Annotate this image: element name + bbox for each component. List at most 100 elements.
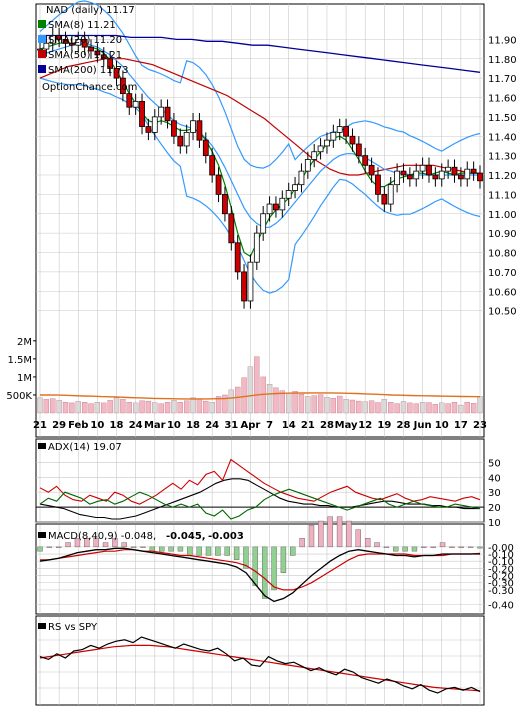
candle-body — [464, 168, 471, 180]
bollinger-upper — [39, 0, 481, 169]
volume-bar — [139, 400, 145, 414]
legend-swatch — [38, 50, 46, 58]
candle-body — [394, 170, 401, 186]
price-tick-label: 11.80 — [488, 55, 517, 66]
date-tick-label: 10 — [167, 420, 181, 431]
candle-body — [336, 126, 343, 133]
macd-tick-label: -0.10 — [488, 557, 514, 568]
legend-swatch — [38, 20, 46, 28]
macd-histogram-bar — [224, 546, 230, 556]
candle-body — [324, 139, 330, 147]
volume-bar — [381, 399, 387, 414]
macd-histogram-bar — [271, 546, 277, 591]
candle-body — [119, 77, 126, 95]
volume-bar — [292, 391, 298, 414]
sma50-line — [39, 58, 480, 176]
date-tick-label: 21 — [301, 420, 315, 431]
volume-bar — [190, 397, 196, 414]
volume-bar — [133, 402, 139, 414]
bollinger-lower — [39, 77, 481, 294]
candle-body — [151, 116, 158, 133]
macd-histogram-bar — [477, 546, 483, 549]
rs-legend-swatch — [38, 623, 46, 629]
candle-body — [387, 184, 394, 205]
candle-body — [94, 50, 101, 56]
candle-body — [171, 120, 177, 137]
volume-bar — [337, 395, 343, 414]
volume-bar — [75, 401, 81, 414]
candle-body — [368, 164, 375, 176]
adx-panel: 50 40 30 20 10 ADX(14) 19.07 — [36, 442, 501, 529]
volume-bar — [203, 400, 209, 414]
candle-body — [355, 143, 362, 157]
volume-tick-label: 1.5M — [7, 355, 32, 366]
macd-histogram-bar — [196, 546, 202, 556]
macd-histogram-bar — [215, 546, 221, 556]
macd-histogram-bar — [290, 546, 296, 556]
volume-bar — [145, 400, 152, 414]
volume-bar — [69, 402, 75, 414]
macd-histogram-bar — [233, 546, 240, 560]
candle-body — [273, 203, 279, 211]
volume-bar — [247, 366, 254, 414]
volume-bar — [445, 403, 451, 414]
main-frame — [35, 3, 485, 438]
price-tick-label: 11.60 — [488, 94, 517, 105]
adx-tick-label: 40 — [488, 473, 501, 484]
volume-panel: 2M 1.5M 1M 500K — [6, 337, 483, 414]
adx-legend-label: ADX(14) 19.07 — [48, 442, 122, 453]
candle-body — [343, 126, 349, 137]
macd-histogram-bar — [243, 546, 249, 569]
volume-average-line — [40, 392, 481, 400]
macd-histogram-bar — [121, 542, 127, 548]
macd-histogram-bar — [177, 546, 184, 552]
macd-histogram-bar — [327, 516, 333, 548]
sma8-line — [39, 42, 480, 258]
candle-body — [253, 232, 260, 263]
macd-histogram-bar — [336, 516, 343, 548]
volume-bar — [254, 356, 260, 414]
candle-body — [177, 135, 184, 147]
macd-tick-label: -0.20 — [488, 572, 514, 583]
macd-histogram-bar — [364, 538, 371, 548]
volume-bar — [470, 403, 477, 414]
date-tick-label: 28 — [320, 420, 334, 431]
candle-body — [406, 174, 413, 180]
volume-bar — [311, 395, 317, 414]
macd-histogram-bar — [168, 546, 174, 552]
candle-body — [349, 135, 356, 145]
rs-average-line — [39, 644, 481, 692]
macd-histogram-bar — [439, 542, 446, 548]
candle-body — [107, 58, 114, 69]
candle-body — [126, 93, 133, 108]
volume-bar — [324, 396, 330, 414]
volume-bar — [330, 398, 336, 414]
date-tick-label: May — [335, 420, 358, 431]
macd-histogram-bar — [93, 538, 99, 548]
volume-bar — [298, 394, 305, 414]
macd-histogram-bar — [102, 542, 109, 548]
volume-bar — [305, 396, 311, 414]
candle-body — [234, 242, 241, 273]
date-tick-label: 21 — [33, 420, 47, 431]
volume-bar — [432, 404, 439, 414]
volume-bar — [349, 399, 356, 414]
candle-body — [145, 126, 152, 133]
macd-line — [39, 547, 480, 603]
volume-bar — [37, 397, 43, 414]
volume-tick-label: 2M — [17, 337, 32, 348]
date-tick-label: Mar — [144, 420, 166, 431]
volume-bar — [317, 394, 324, 414]
candle-body — [100, 54, 107, 60]
volume-bar — [215, 396, 222, 414]
volume-bar — [266, 383, 273, 414]
date-tick-label: 19 — [377, 420, 391, 431]
volume-bar — [279, 390, 285, 414]
volume-bar — [464, 402, 470, 414]
macd-histogram-bar — [467, 546, 474, 548]
volume-bar — [368, 400, 375, 414]
candle-body — [132, 100, 139, 108]
volume-bar — [394, 403, 400, 414]
candle-body — [266, 203, 273, 215]
macd-histogram-bar — [402, 546, 408, 552]
